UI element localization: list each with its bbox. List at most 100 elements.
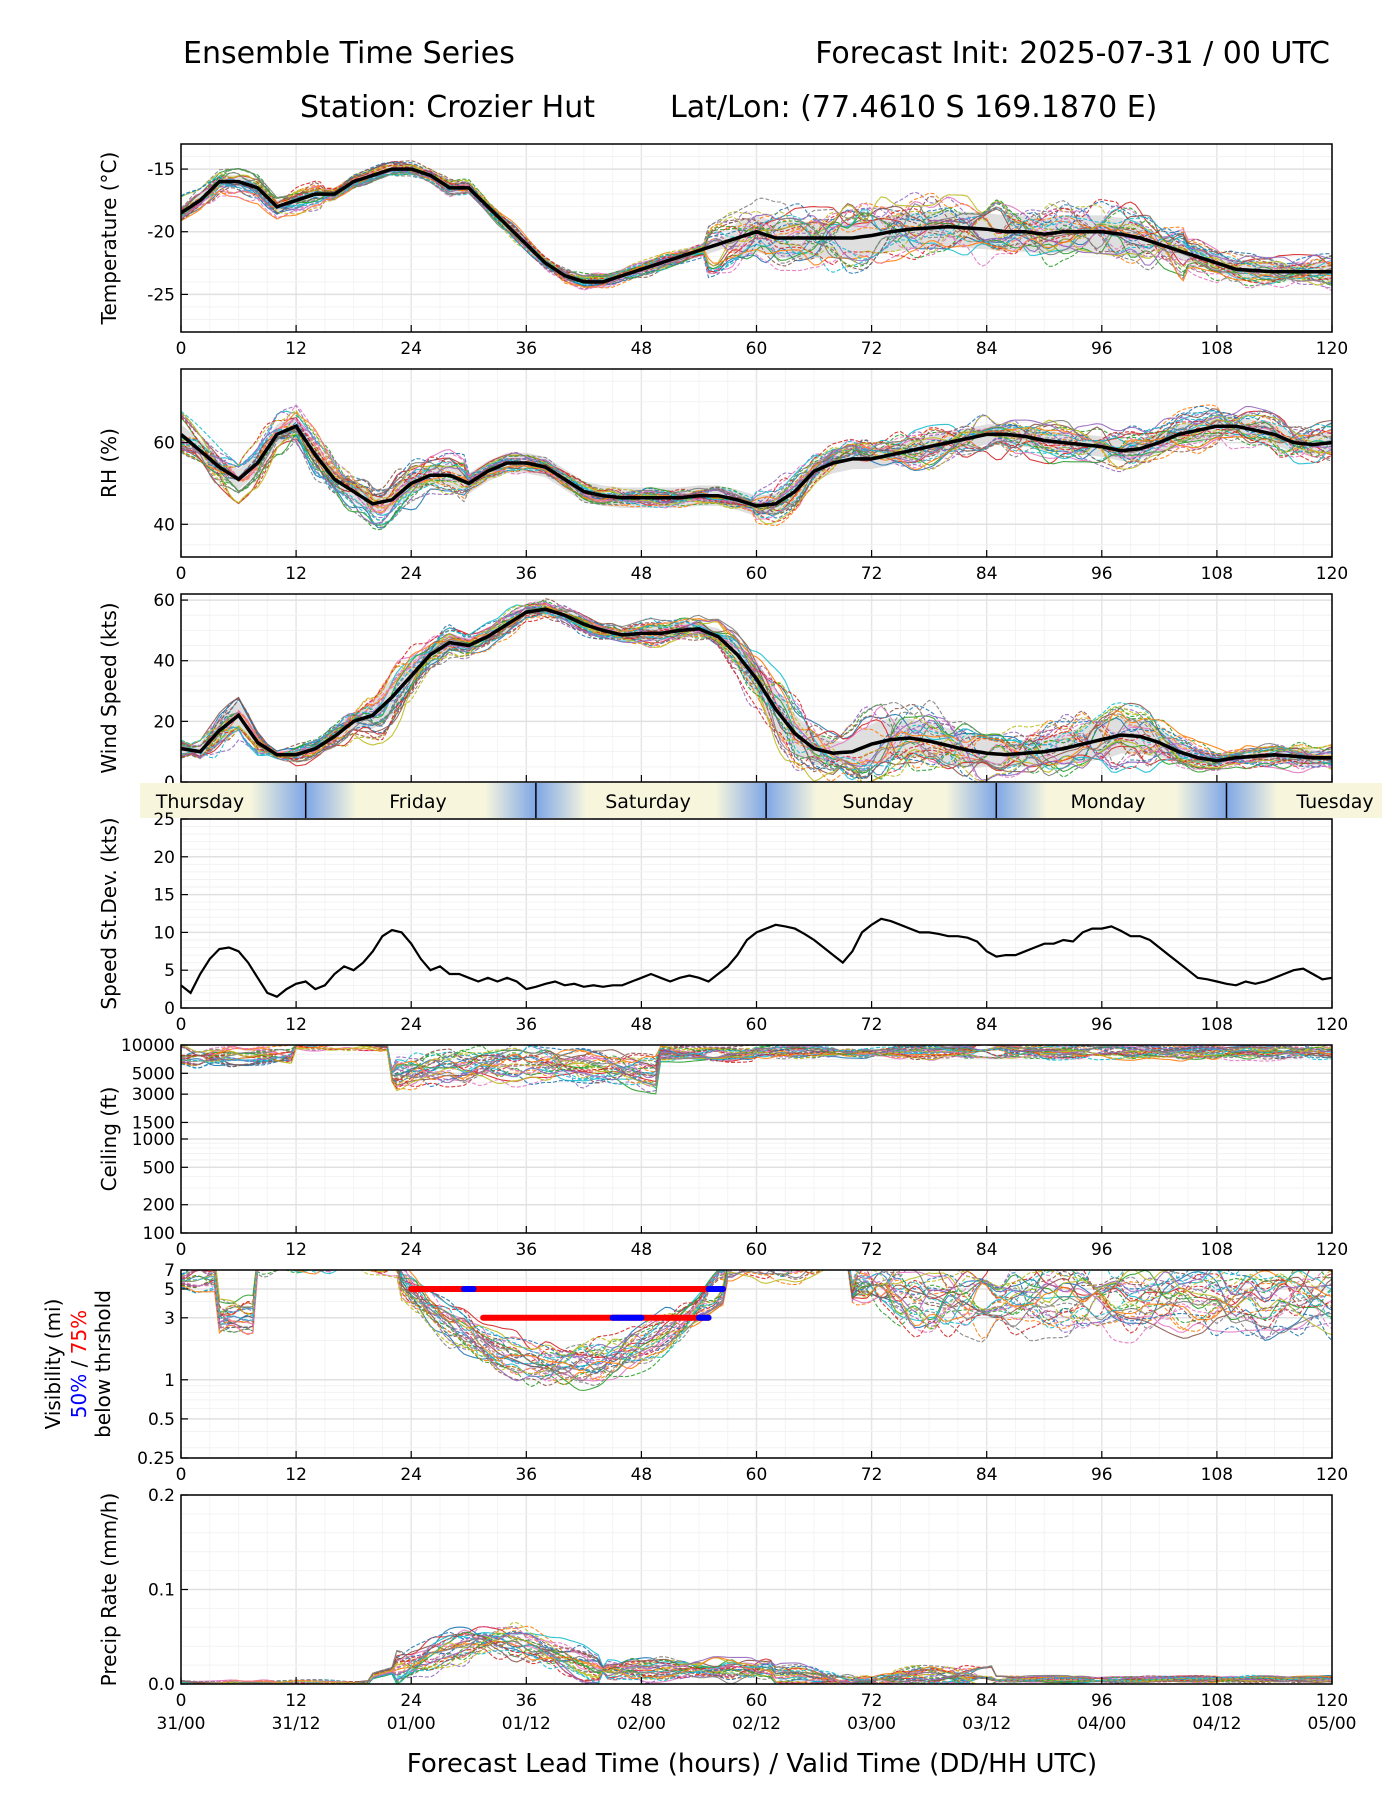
temperature-ensemble-mean-line [181,167,1332,284]
wind_speed-panel: 0204060Wind Speed (kts) [97,591,1333,793]
visibility-ytick-label: 7 [164,1261,175,1281]
speed_stdev-xtick-label: 24 [400,1015,422,1035]
precip-xtick-label: 60 [746,1691,768,1711]
ceiling-xtick-label: 0 [176,1240,187,1260]
speed_stdev-ytick-label: 20 [153,848,175,868]
precip-xtick-label: 108 [1201,1691,1233,1711]
speed_stdev-gridlines [180,818,1333,1009]
visibility-member-line [181,1270,1332,1382]
speed_stdev-xtick-label: 96 [1091,1015,1113,1035]
visibility-member-line [181,1270,1332,1372]
visibility-member-line [181,1270,1332,1369]
precip-member-line [181,1637,1332,1684]
figure-header: Ensemble Time Series Forecast Init: 2025… [183,36,1330,125]
rh-yticks: 40 60 [153,434,188,535]
ceiling-member-line [181,1045,1332,1085]
rh-ytick-label: 40 [153,515,175,535]
speed_stdev-ytick-label: 15 [153,886,175,906]
rh-xtick-label: 24 [400,564,422,584]
visibility-member-line [215,1270,1332,1375]
temperature-xtick-label: 120 [1316,339,1348,359]
station-latlon: Lat/Lon: (77.4610 S 169.1870 E) [670,90,1157,125]
rh-ytick-label: 60 [153,434,175,454]
temperature-xticks: 0 12 24 36 48 60 72 84 96 108 120 [176,325,1348,359]
legend-50pct: 50% [67,1374,91,1418]
precip-panel: 0.0 0.1 0.2 0 31/00 12 31/12 24 01/00 36 01/12 48 02… [97,1486,1357,1734]
ceiling-xtick-label: 84 [976,1240,998,1260]
station-name: Station: Crozier Hut [300,90,595,125]
wind_speed-member-line [181,604,1332,782]
day-band-mask-left [0,782,140,819]
valid-time-label: 02/00 [617,1714,666,1734]
rh-member-line [181,416,1332,520]
speed_stdev-xtick-label: 120 [1316,1015,1348,1035]
speed_stdev-xtick-label: 72 [861,1015,883,1035]
speed_stdev-panel: 0 5 10 15 20 25 0 12 24 36 48 60 72 84 96 108 120 Speed S… [97,810,1348,1035]
precip-member-line [181,1622,1332,1684]
rh-member-line [181,413,1332,512]
temperature-ylabel: Temperature (°C) [97,152,121,326]
precip-member-line [181,1625,1332,1684]
rh-xtick-label: 48 [631,564,653,584]
speed_stdev-ytick-label: 0 [164,999,175,1019]
speed_stdev-xtick-label: 60 [746,1015,768,1035]
ceiling-ytick-label: 100 [143,1224,175,1244]
visibility-ytick-label: 0.5 [148,1410,175,1430]
ceiling-members [181,1045,1332,1095]
temperature-xtick-label: 72 [861,339,883,359]
visibility-threshold-bars [408,1285,726,1321]
precip-xtick-label: 72 [861,1691,883,1711]
visibility-xtick-label: 12 [285,1465,307,1485]
valid-time-label: 04/12 [1192,1714,1241,1734]
ceiling-xtick-label: 120 [1316,1240,1348,1260]
temperature-xtick-label: 60 [746,339,768,359]
visibility-member-line [181,1270,1325,1382]
precip-ytick-label: 0.0 [148,1675,175,1695]
visibility-ylabel-threshold: below thrshold [91,1290,115,1438]
speed_stdev-xtick-label: 48 [631,1015,653,1035]
visibility-member-line [195,1270,1332,1374]
visibility-ylabel: Visibility (mi) [41,1299,65,1430]
precip-xtick-label: 0 [176,1691,187,1711]
temperature-ytick-label: -20 [147,223,175,243]
temperature-xtick-label: 96 [1091,339,1113,359]
rh-xtick-label: 60 [746,564,768,584]
wind_speed-member-line [181,601,1332,781]
speed-stdev-line [181,917,1332,998]
visibility-member-line [197,1270,1332,1380]
visibility-members [181,1270,1332,1392]
visibility-ytick-label: 1 [164,1371,175,1391]
legend-75pct: 75% [67,1310,91,1354]
wind_speed-ytick-label: 20 [153,712,175,732]
precip-member-line [181,1641,1332,1684]
ceiling-ytick-label: 200 [143,1196,175,1216]
precip-xtick-label: 84 [976,1691,998,1711]
day-label-thursday: Thursday [155,791,244,813]
ceiling-member-line [181,1045,1332,1086]
temperature-xtick-label: 0 [176,339,187,359]
precip-members [181,1622,1332,1684]
ceiling-xtick-label: 72 [861,1240,883,1260]
precip-xtick-label: 12 [285,1691,307,1711]
visibility-xtick-label: 24 [400,1465,422,1485]
temperature-xtick-label: 108 [1201,339,1233,359]
valid-time-label: 02/12 [732,1714,781,1734]
rh-member-line [181,409,1332,512]
visibility-panel: 0.25 0.5 1 3 57 0 12 24 36 48 60 72 84 96 108 120 Visibi… [41,1261,1348,1485]
speed_stdev-yticks: 0 5 10 15 20 25 [153,810,188,1019]
rh-member-line [181,410,1332,521]
rh-ylabel: RH (%) [97,428,121,498]
valid-time-label: 31/00 [157,1714,206,1734]
temperature-xtick-label: 24 [400,339,422,359]
rh-member-line [181,411,1332,513]
ceiling-member-line [181,1045,1332,1080]
day-label-tuesday: Tuesday [1295,791,1373,813]
ceiling-xtick-label: 36 [515,1240,537,1260]
precip-xtick-label: 24 [400,1691,422,1711]
rh-xtick-label: 0 [176,564,187,584]
precip-ytick-label: 0.2 [148,1486,175,1506]
speed_stdev-xtick-label: 108 [1201,1015,1233,1035]
ceiling-gridlines [180,1044,1333,1234]
